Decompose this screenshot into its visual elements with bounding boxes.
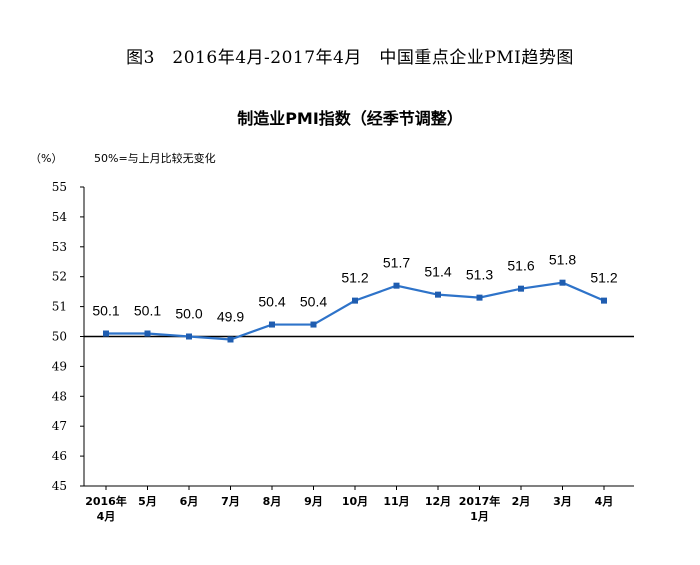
y-tick-label: 52 (52, 270, 67, 284)
figure-title: 图3 2016年4月-2017年4月 中国重点企业PMI趋势图 (126, 48, 574, 68)
data-point-marker (601, 297, 607, 304)
data-point-marker (144, 330, 151, 337)
x-tick-label: 5月 (138, 495, 157, 508)
data-point-marker (476, 294, 483, 301)
y-tick-label: 45 (52, 479, 67, 493)
data-label: 49.9 (217, 308, 244, 324)
data-point-marker (518, 285, 524, 292)
pmi-series (103, 279, 607, 343)
x-tick-label: 12月 (425, 495, 451, 508)
data-label: 51.6 (507, 258, 534, 274)
x-tick-label: 7月 (221, 495, 240, 508)
axes (83, 187, 634, 487)
data-point-marker (103, 330, 109, 337)
x-axis-ticks: 2016年 4月 5月 6月 7月 8月 9月 10月 11月 12月 2017年 1月 2月 3月 4月 (85, 486, 613, 523)
y-axis-unit: （%） (30, 152, 62, 165)
data-label: 50.0 (175, 306, 202, 322)
x-tick-label: 11月 (383, 495, 409, 508)
data-point-marker (559, 279, 566, 286)
x-tick-label: 2月 (512, 495, 531, 508)
x-tick-label: 3月 (553, 495, 572, 508)
y-tick-label: 47 (52, 419, 67, 433)
data-label: 51.2 (341, 270, 368, 286)
data-point-marker (352, 297, 358, 304)
y-tick-label: 51 (52, 300, 67, 314)
y-tick-label: 46 (52, 449, 67, 463)
data-label: 50.4 (300, 294, 327, 310)
y-tick-label: 50 (52, 330, 67, 344)
x-tick-label: 2016年 4月 (85, 494, 127, 523)
y-tick-label: 55 (52, 180, 67, 194)
data-label: 51.8 (549, 252, 576, 268)
x-tick-label: 8月 (263, 495, 282, 508)
data-point-marker (393, 282, 400, 289)
chart-title: 制造业PMI指数（经季节调整） (237, 109, 463, 128)
x-tick-label: 10月 (342, 495, 368, 508)
data-point-marker (269, 321, 275, 328)
data-label: 50.4 (258, 294, 285, 310)
x-tick-label: 4月 (595, 495, 614, 508)
x-tick-label: 6月 (180, 495, 199, 508)
data-label: 51.7 (383, 255, 410, 271)
data-point-marker (186, 333, 192, 340)
data-label: 50.1 (134, 303, 161, 319)
y-tick-label: 49 (52, 359, 67, 373)
y-axis-ticks: 45 46 47 48 49 50 51 52 53 54 55 (52, 180, 84, 493)
x-tick-label: 2017年 1月 (459, 494, 501, 523)
data-label: 51.4 (424, 264, 451, 280)
data-label: 50.1 (92, 303, 119, 319)
data-labels: 50.1 50.1 50.0 49.9 50.4 50.4 51.2 51.7 51.4 51.3… (92, 252, 617, 325)
data-label: 51.2 (590, 270, 617, 286)
y-tick-label: 53 (52, 240, 67, 254)
data-point-marker (227, 336, 234, 343)
x-tick-label: 9月 (304, 495, 323, 508)
data-point-marker (435, 291, 441, 298)
chart-note: 50%=与上月比较无变化 (94, 151, 216, 165)
y-tick-label: 54 (52, 210, 68, 224)
data-point-marker (310, 321, 317, 328)
data-label: 51.3 (466, 267, 493, 283)
y-tick-label: 48 (52, 389, 67, 403)
